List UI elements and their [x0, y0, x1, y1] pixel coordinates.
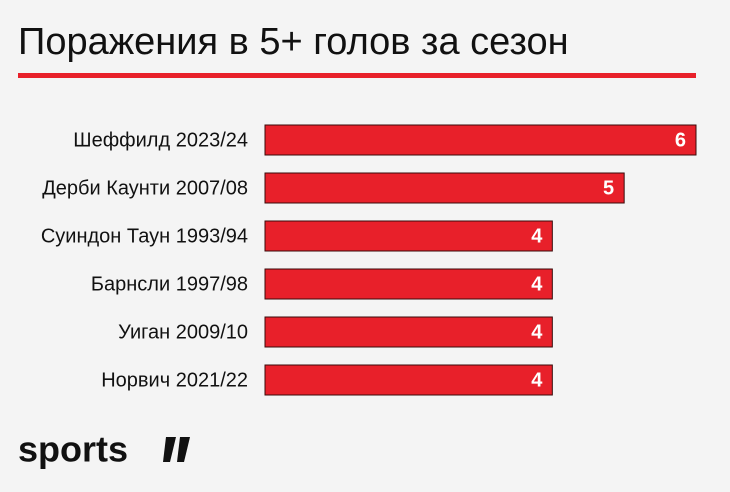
value-label: 6 — [675, 129, 686, 151]
value-label: 4 — [531, 273, 543, 295]
logo-stroke — [163, 437, 176, 462]
y-tick-label: Норвич 2021/22 — [101, 369, 248, 391]
y-tick-label: Дерби Каунти 2007/08 — [42, 177, 248, 199]
logo-mark — [163, 437, 190, 462]
value-label: 4 — [531, 225, 543, 247]
chart-title: Поражения в 5+ голов за сезон — [18, 21, 569, 63]
bar — [264, 220, 553, 252]
logo: sports — [18, 429, 128, 470]
value-label: 5 — [603, 177, 614, 199]
y-tick-label: Барнсли 1997/98 — [91, 273, 248, 295]
value-label: 4 — [531, 321, 543, 343]
logo-stroke — [177, 437, 190, 462]
bar — [264, 316, 553, 348]
bar — [264, 124, 697, 156]
title-rule — [18, 73, 696, 78]
y-tick-label: Суиндон Таун 1993/94 — [41, 225, 248, 247]
y-tick-label: Уиган 2009/10 — [118, 321, 248, 343]
value-label: 4 — [531, 369, 543, 391]
bar — [264, 172, 625, 204]
bar — [264, 268, 553, 300]
bar — [264, 364, 553, 396]
y-tick-label: Шеффилд 2023/24 — [73, 129, 248, 151]
